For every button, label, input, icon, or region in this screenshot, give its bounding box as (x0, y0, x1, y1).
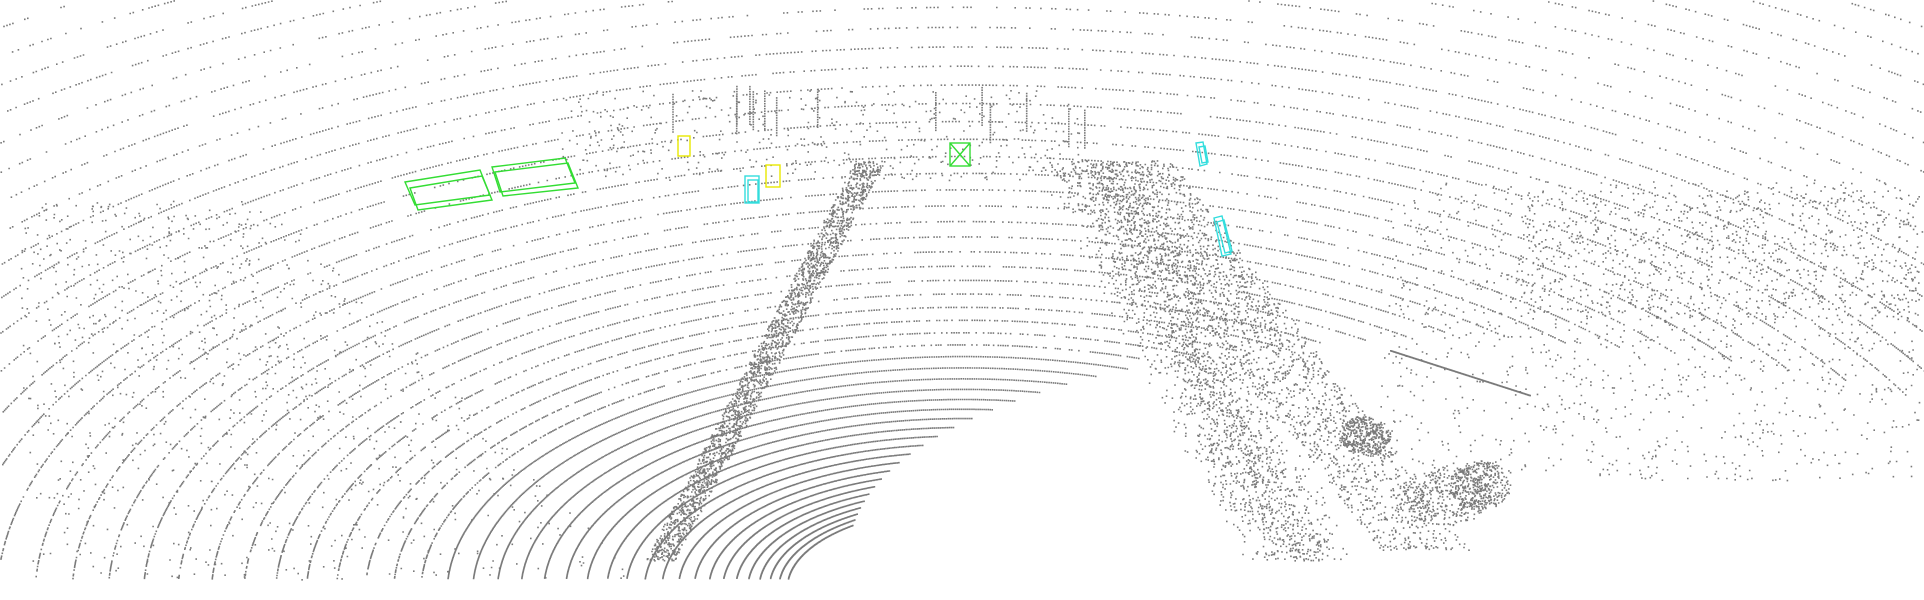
point-cloud (0, 0, 1924, 581)
car-box-3 (949, 142, 971, 167)
pedestrian-box-2 (1195, 141, 1209, 167)
cyclist-box-1 (677, 135, 691, 157)
cyclist-box-2 (765, 164, 781, 188)
car-box-2 (491, 157, 579, 197)
car-box-1 (403, 169, 493, 211)
lidar-points (0, 0, 1924, 581)
pedestrian-box-3 (1213, 215, 1233, 257)
detection-boxes (403, 135, 1233, 257)
pedestrian-box-1 (744, 175, 760, 204)
